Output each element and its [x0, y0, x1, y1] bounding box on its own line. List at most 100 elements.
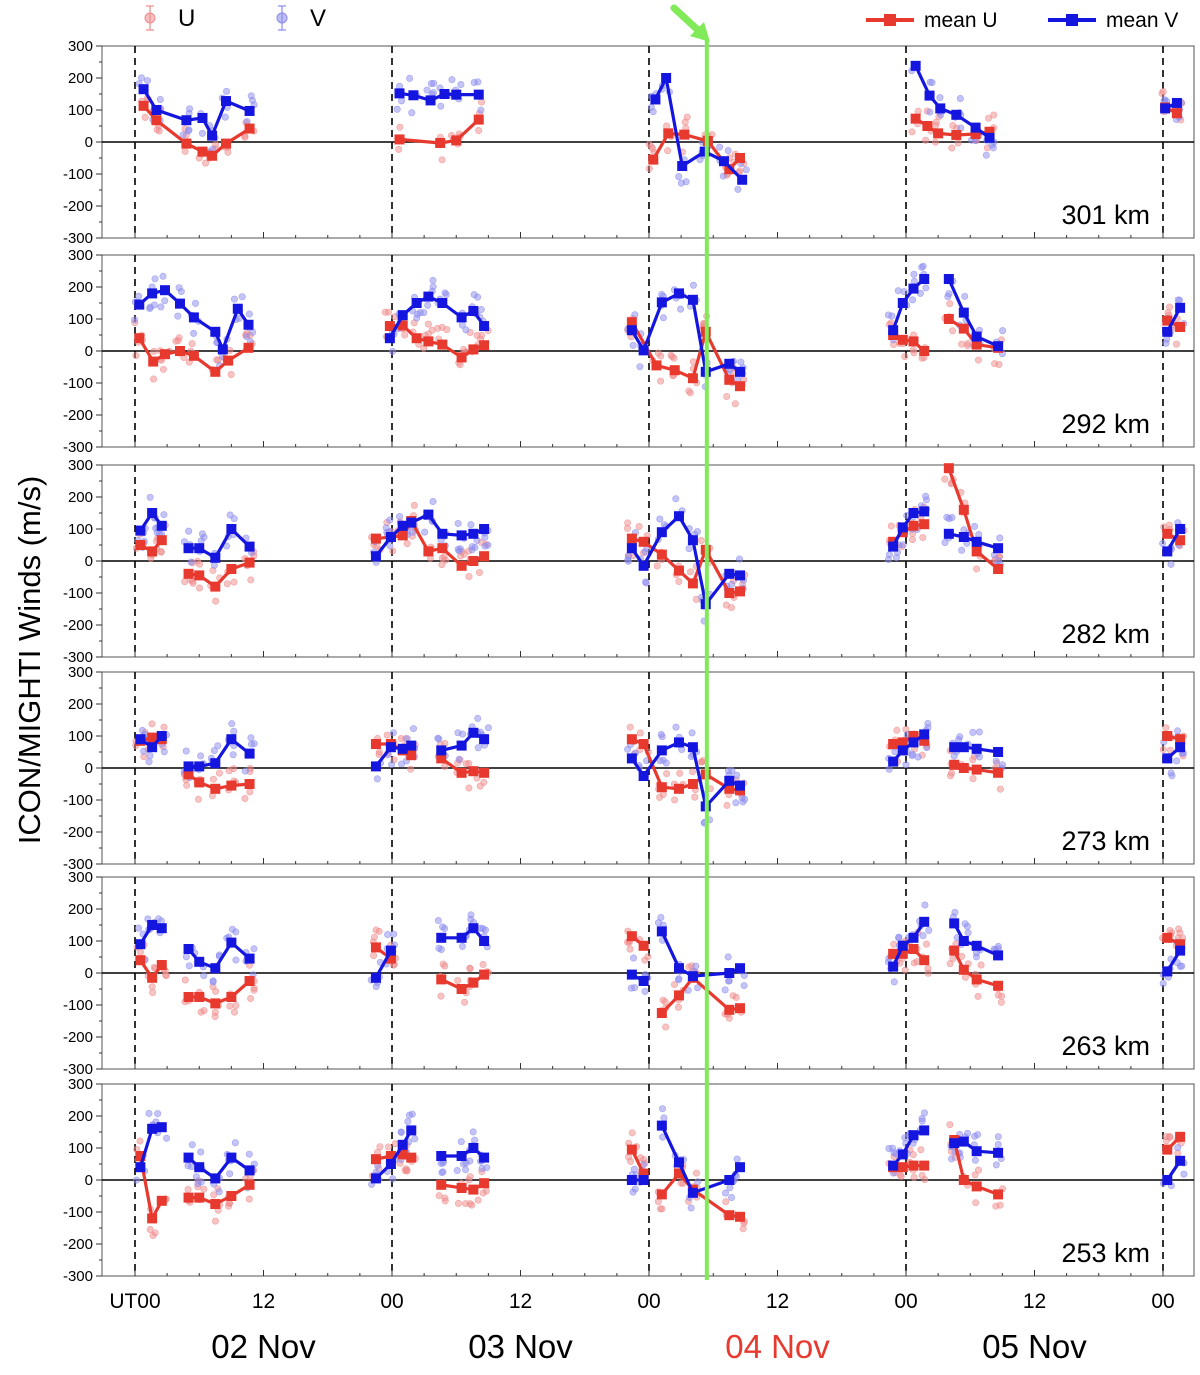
mean-u-marker	[147, 732, 158, 743]
raw-v-point	[389, 729, 397, 737]
y-tick-label: 300	[68, 38, 93, 55]
raw-u-point	[200, 1185, 208, 1193]
raw-v-point	[1174, 727, 1182, 735]
mean-v-marker	[244, 1165, 255, 1176]
mean-v-marker	[425, 95, 436, 106]
raw-u-point	[671, 796, 679, 804]
raw-u-point	[184, 1185, 192, 1193]
raw-u-point	[931, 138, 939, 146]
raw-v-point	[245, 1150, 253, 1158]
mean-v-marker	[949, 1138, 960, 1149]
mean-u-line	[947, 467, 1000, 571]
mean-v-line	[891, 509, 925, 548]
raw-v-point	[735, 555, 743, 563]
mean-v-marker	[943, 274, 954, 284]
mean-v-line	[630, 514, 741, 606]
mean-u-line	[441, 1181, 485, 1192]
mean-u-marker	[479, 969, 490, 980]
mean-u-marker	[958, 763, 969, 773]
raw-v-point	[156, 95, 164, 103]
mean-v-marker	[244, 541, 255, 552]
raw-u-point	[437, 992, 445, 1000]
raw-v-point	[685, 545, 693, 553]
raw-u-point	[149, 989, 157, 997]
raw-v-point	[722, 1189, 730, 1197]
raw-v-point	[423, 86, 431, 94]
mean-v-marker	[174, 298, 185, 309]
y-tick-label: -300	[63, 1061, 93, 1078]
raw-v-point	[922, 492, 930, 500]
mean-v-marker	[897, 1149, 908, 1160]
raw-u-point	[441, 1194, 449, 1202]
raw-v-point	[1168, 772, 1176, 780]
raw-v-point	[688, 729, 696, 737]
mean-v-marker	[1160, 103, 1171, 114]
raw-v-point	[146, 493, 154, 501]
raw-v-point	[989, 144, 997, 152]
mean-v-marker	[888, 756, 899, 767]
raw-u-point	[194, 795, 202, 803]
y-tick-label: 200	[68, 1108, 93, 1125]
raw-u-point	[195, 560, 203, 568]
raw-v-point	[945, 290, 953, 298]
mean-u-marker	[226, 1191, 237, 1201]
raw-u-point	[670, 980, 678, 988]
raw-v-point	[163, 1134, 171, 1142]
mean-v-line	[441, 926, 486, 943]
raw-v-point	[458, 942, 466, 950]
mean-u-marker	[210, 998, 221, 1009]
mean-u-marker	[724, 1210, 735, 1221]
raw-u-point	[146, 1225, 154, 1233]
mean-v-marker	[1162, 966, 1173, 977]
x-tick-label: 12	[766, 1290, 789, 1313]
mean-v-marker	[456, 740, 467, 751]
mean-u-marker	[156, 535, 167, 546]
raw-v-point	[437, 102, 445, 110]
raw-u-point	[685, 963, 693, 971]
mean-u-marker	[1162, 528, 1173, 539]
mean-v-line	[891, 277, 926, 331]
raw-v-point	[185, 962, 193, 970]
raw-v-point	[659, 314, 667, 322]
raw-u-point	[996, 1201, 1004, 1209]
y-tick-label: 0	[85, 760, 93, 777]
mean-u-marker	[687, 373, 698, 384]
mean-v-marker	[638, 976, 649, 986]
mean-u-marker	[456, 984, 467, 994]
event-arrow-head-icon	[690, 22, 710, 42]
raw-v-point	[629, 1188, 637, 1196]
mean-v-marker	[370, 972, 381, 983]
mean-v-marker	[958, 532, 969, 542]
mean-u-marker	[735, 153, 746, 163]
raw-u-point	[188, 340, 196, 348]
raw-v-point	[434, 734, 442, 742]
mean-u-marker	[1175, 1131, 1186, 1142]
raw-u-point	[664, 147, 672, 155]
mean-v-marker	[971, 743, 982, 754]
mean-u-marker	[244, 779, 255, 789]
mean-v-marker	[993, 1147, 1004, 1158]
raw-u-point	[626, 945, 634, 953]
mean-u-marker	[626, 317, 637, 328]
mean-v-marker	[436, 932, 447, 943]
raw-v-point	[230, 727, 238, 735]
mean-u-marker	[724, 374, 735, 385]
raw-v-point	[131, 316, 139, 324]
raw-u-point	[211, 1013, 219, 1021]
mean-u-marker	[468, 977, 479, 988]
raw-v-point	[408, 109, 416, 117]
y-tick-label: -200	[63, 198, 93, 215]
raw-u-point	[395, 145, 403, 153]
mean-u-marker	[394, 134, 405, 145]
mean-u-marker	[971, 1181, 982, 1192]
raw-v-point	[975, 531, 983, 539]
raw-u-point	[454, 977, 462, 985]
raw-v-point	[956, 733, 964, 741]
mean-u-marker	[971, 546, 982, 557]
raw-v-point	[958, 546, 966, 554]
mean-v-line	[891, 1128, 925, 1167]
mean-v-marker	[724, 358, 735, 369]
raw-u-point	[998, 992, 1006, 1000]
raw-u-point	[653, 562, 661, 570]
